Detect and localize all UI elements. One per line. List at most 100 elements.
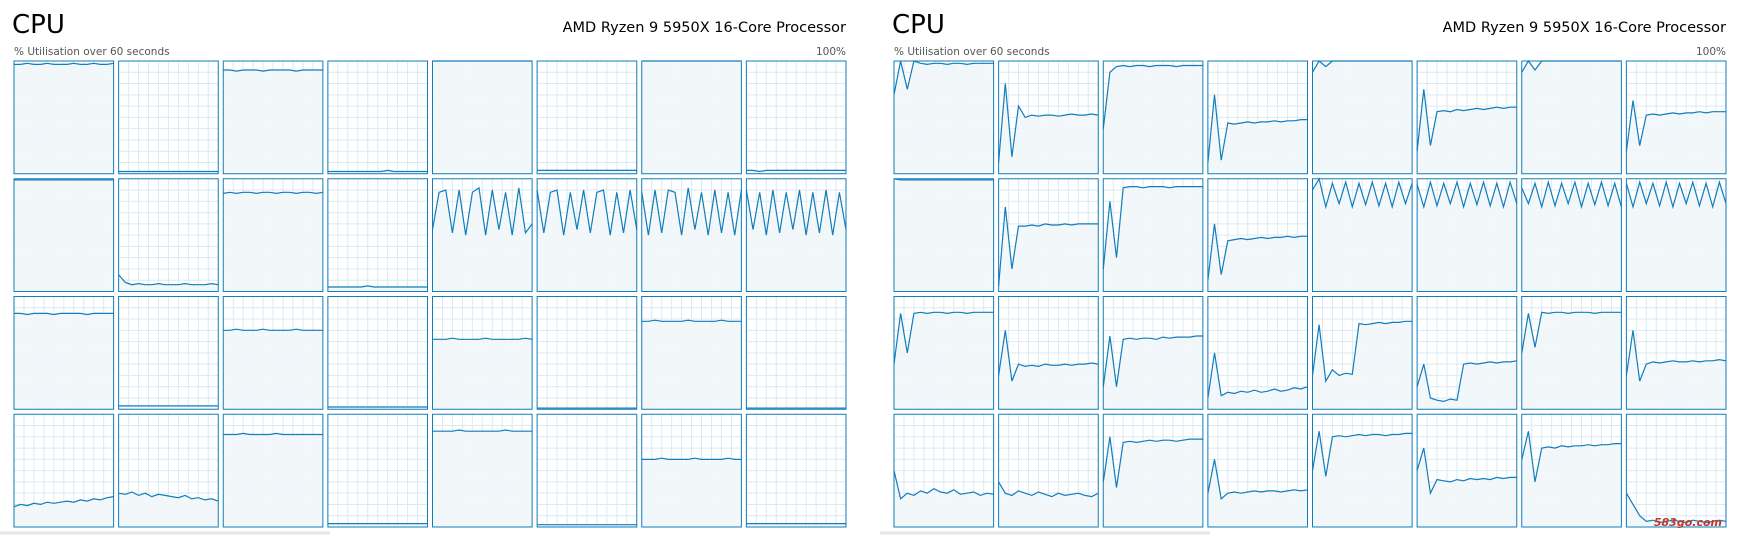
utilisation-line [431, 186, 533, 236]
core-graph [998, 60, 1099, 175]
utilisation-area [894, 178, 994, 292]
core-graph [1625, 413, 1727, 528]
core-graph [1416, 60, 1518, 175]
graph-border [327, 60, 428, 175]
utilisation-area [1207, 94, 1308, 174]
graph-border [13, 413, 115, 528]
utilisation-line [223, 328, 323, 331]
utilisation-line [998, 206, 1099, 286]
watermark: 583go.com [1654, 516, 1722, 529]
core-graph [893, 296, 995, 410]
utilisation-line [998, 83, 1099, 163]
core-graph [1311, 60, 1413, 175]
graph-border [1102, 296, 1204, 410]
utilisation-area [641, 187, 742, 292]
utilisation-area [1207, 352, 1308, 410]
core-graph [745, 60, 847, 175]
graph-border [1416, 296, 1518, 410]
utilisation-area [432, 61, 533, 174]
core-graph [1102, 178, 1204, 292]
graph-border [893, 296, 995, 410]
core-graph [745, 296, 847, 410]
utilisation-area [223, 329, 323, 410]
utilisation-line [1521, 431, 1622, 483]
graph-border [1102, 60, 1204, 175]
core-graph [13, 296, 115, 410]
graph-border [1521, 413, 1622, 528]
core-graph [222, 413, 324, 528]
utilisation-area [1417, 360, 1517, 410]
graph-border [641, 296, 742, 410]
graph-border [998, 60, 1099, 175]
utilisation-area [118, 274, 219, 292]
utilisation-line [1102, 436, 1203, 488]
graph-border [745, 178, 847, 292]
utilisation-line [1416, 89, 1517, 152]
utilisation-line [1207, 459, 1308, 500]
graph-border [13, 60, 115, 175]
core-graph [222, 60, 324, 175]
utilisation-line [223, 69, 323, 72]
utilisation-area [998, 206, 1099, 292]
graph-border [222, 60, 324, 175]
core-graph [1416, 178, 1518, 292]
core-graph [641, 296, 742, 410]
utilisation-area [14, 179, 114, 292]
utilisation-line [1416, 447, 1517, 496]
graph-border [1102, 413, 1204, 528]
utilisation-line [14, 62, 114, 66]
utilisation-area [537, 190, 637, 292]
graph-border [536, 60, 638, 175]
graph-border [745, 60, 847, 175]
utilisation-line [1311, 320, 1413, 383]
core-graph [1207, 178, 1308, 292]
utilisation-area [327, 523, 428, 527]
graph-border [1625, 178, 1727, 292]
core-graph [1311, 413, 1413, 528]
utilisation-area [641, 61, 742, 174]
graph-border [432, 413, 533, 528]
graph-border [1102, 178, 1204, 292]
core-graph [998, 296, 1099, 410]
utilisation-line [1521, 179, 1622, 210]
utilisation-line [998, 330, 1099, 382]
core-graph [893, 178, 995, 292]
core-graph [1521, 296, 1622, 410]
utilisation-area [1521, 182, 1622, 292]
utilisation-area [641, 458, 742, 527]
utilisation-area [894, 312, 994, 410]
utilisation-area [1417, 89, 1517, 174]
graph-border [1416, 413, 1518, 528]
core-graph [1207, 413, 1308, 528]
utilisation-area [432, 338, 533, 410]
core-graph [1102, 296, 1204, 410]
graph-border [536, 296, 638, 410]
core-graph [13, 60, 115, 175]
graph-border [1625, 296, 1727, 410]
utilisation-line [641, 457, 742, 460]
graph-border [1312, 178, 1413, 292]
graph-border [13, 296, 115, 410]
graph-border [118, 178, 219, 292]
utilisation-area [894, 61, 994, 174]
utilisation-area [1521, 312, 1622, 410]
graph-border [536, 178, 638, 292]
max-label: 100% [1696, 46, 1726, 58]
graph-border [1207, 413, 1308, 528]
core-graph [432, 413, 533, 528]
utilisation-line [432, 429, 533, 432]
utilisation-line [14, 312, 114, 316]
panel-title: CPU [12, 10, 65, 40]
utilisation-area [432, 187, 533, 292]
utilisation-line [1311, 431, 1413, 477]
graph-border [327, 178, 428, 292]
graph-border [998, 413, 1099, 528]
core-graph [222, 178, 324, 292]
utilisation-line [1311, 177, 1413, 210]
core-graph [1625, 296, 1727, 410]
utilisation-line [536, 189, 638, 236]
utilisation-area [1207, 223, 1308, 292]
axis-label: % Utilisation over 60 seconds [894, 46, 1050, 58]
panel-title: CPU [892, 10, 945, 40]
